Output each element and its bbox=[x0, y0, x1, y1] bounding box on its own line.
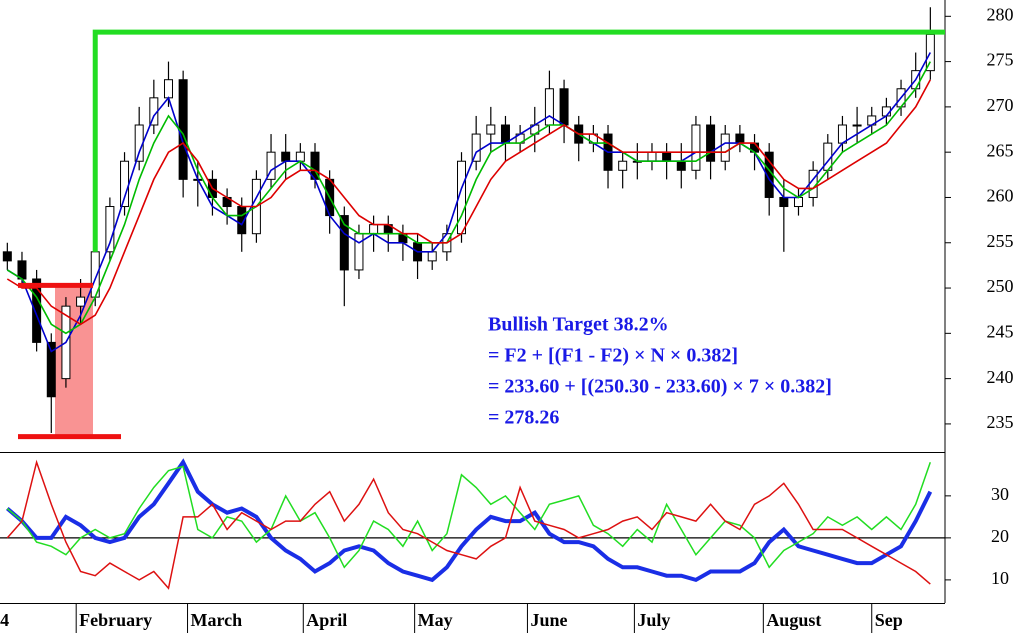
y-tick-label: 265 bbox=[987, 140, 1014, 160]
candle-body bbox=[46, 341, 56, 398]
candle-body bbox=[662, 151, 672, 162]
y-tick-label: 250 bbox=[987, 276, 1014, 296]
y-tick-label: 260 bbox=[987, 186, 1014, 206]
candle-body bbox=[17, 260, 27, 280]
annotation-text: = 233.60 + [(250.30 - 233.60) × 7 × 0.38… bbox=[488, 376, 832, 398]
candle-body bbox=[163, 79, 173, 99]
candle-body bbox=[500, 124, 510, 144]
x-tick-label: 4 bbox=[0, 610, 9, 630]
candle-body bbox=[676, 160, 686, 171]
candle-body bbox=[134, 124, 144, 162]
y-tick-label: 275 bbox=[987, 50, 1014, 70]
y-tick-label: 10 bbox=[991, 568, 1009, 588]
candle-body bbox=[544, 88, 554, 126]
y-tick-label: 235 bbox=[987, 412, 1014, 432]
candle-body bbox=[647, 151, 657, 162]
candle-body bbox=[486, 124, 496, 135]
candle-body bbox=[281, 151, 291, 162]
candle-body bbox=[32, 278, 42, 343]
y-tick-label: 270 bbox=[987, 95, 1014, 115]
candle-body bbox=[339, 215, 349, 271]
candle-body bbox=[793, 196, 803, 208]
candle-body bbox=[559, 88, 569, 126]
y-tick-label: 280 bbox=[987, 4, 1014, 24]
indicator-line bbox=[5, 458, 933, 583]
candle-body bbox=[369, 224, 379, 235]
y-tick-label: 20 bbox=[991, 526, 1009, 546]
target-level bbox=[92, 29, 945, 252]
moving-average bbox=[6, 61, 932, 335]
x-tick-label: February bbox=[79, 610, 152, 630]
candle-body bbox=[105, 206, 115, 253]
candle-body bbox=[779, 196, 789, 208]
candle-body bbox=[852, 124, 862, 127]
candle-body bbox=[720, 133, 730, 162]
moving-average bbox=[6, 79, 932, 326]
y-tick-label: 30 bbox=[991, 484, 1009, 504]
candle-body bbox=[295, 151, 305, 162]
annotation-text: = 278.26 bbox=[488, 407, 559, 429]
x-tick-label: May bbox=[418, 610, 453, 630]
moving-average bbox=[6, 52, 932, 353]
candle-body bbox=[691, 124, 701, 171]
x-tick-label: August bbox=[766, 610, 821, 630]
candle-body bbox=[618, 160, 628, 171]
indicator-line bbox=[6, 461, 932, 569]
x-tick-label: Sep bbox=[875, 610, 903, 630]
candle-body bbox=[706, 124, 716, 162]
y-tick-label: 255 bbox=[987, 231, 1014, 251]
x-tick-label: April bbox=[306, 610, 347, 630]
annotation-text: = F2 + [(F1 - F2) × N × 0.382] bbox=[488, 345, 738, 367]
fib-zone bbox=[55, 285, 93, 437]
candle-body bbox=[2, 251, 12, 262]
y-tick-label: 240 bbox=[987, 367, 1014, 387]
y-tick-label: 245 bbox=[987, 321, 1014, 341]
candle-body bbox=[471, 133, 481, 162]
indicator-line bbox=[6, 459, 931, 590]
candle-body bbox=[427, 251, 437, 262]
annotation-text: Bullish Target 38.2% bbox=[488, 314, 669, 336]
x-tick-label: July bbox=[637, 610, 670, 630]
x-tick-label: June bbox=[530, 610, 567, 630]
x-tick-label: March bbox=[191, 610, 243, 630]
candle-body bbox=[735, 133, 745, 144]
candle-body bbox=[837, 124, 847, 144]
candle-body bbox=[354, 233, 364, 271]
candle-body bbox=[266, 151, 276, 180]
candle-body bbox=[76, 296, 86, 307]
